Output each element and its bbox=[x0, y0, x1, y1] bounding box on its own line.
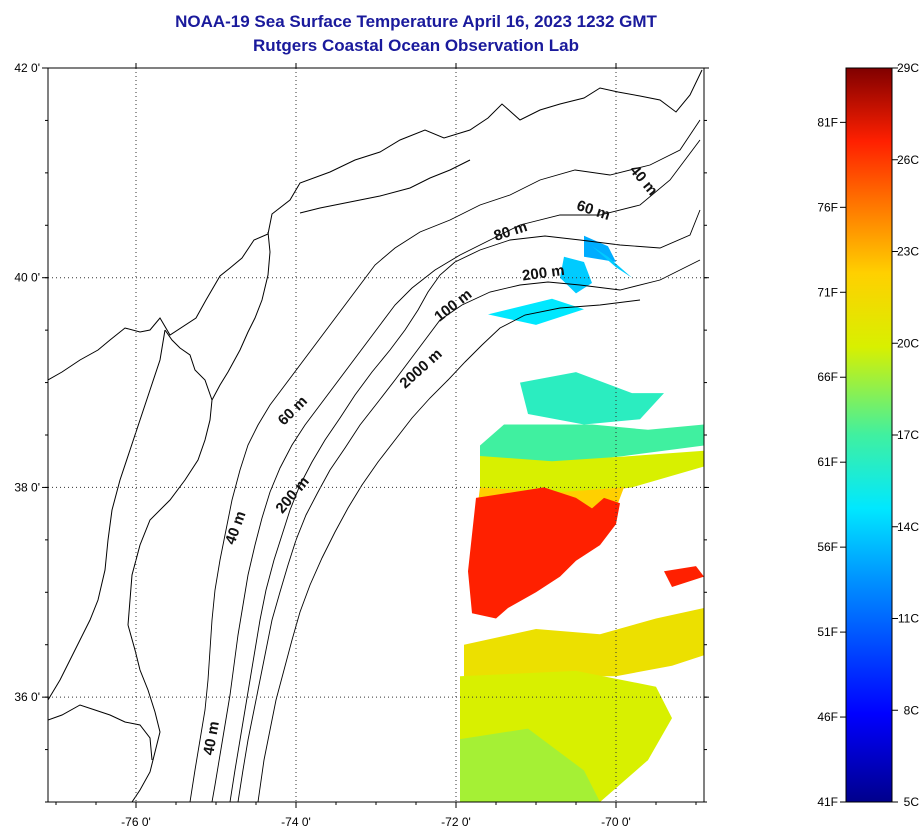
sst-patch bbox=[460, 728, 600, 802]
sst-patch bbox=[520, 372, 664, 425]
isobath-label: 40 m bbox=[200, 720, 223, 757]
sst-patch bbox=[480, 450, 704, 498]
isobath-200m bbox=[237, 259, 701, 802]
isobath-label: 200 m bbox=[521, 262, 565, 285]
axis-ticks: -76 0' -74 0' -72 0' -70 0' 42 0' 40 0' 38 0' 3… bbox=[14, 61, 709, 829]
chesapeake-west bbox=[48, 329, 166, 701]
isobath-2000m bbox=[257, 299, 641, 802]
sst-patch bbox=[664, 566, 704, 587]
outer-banks bbox=[127, 624, 161, 802]
lon-tick-label: -74 0' bbox=[281, 815, 311, 829]
sst-patch bbox=[584, 235, 616, 262]
lon-tick-label: -70 0' bbox=[601, 815, 631, 829]
map-subtitle: Rutgers Coastal Ocean Observation Lab bbox=[253, 36, 579, 55]
nc-sound bbox=[48, 704, 153, 761]
lon-tick-label: -72 0' bbox=[441, 815, 471, 829]
lat-tick-label: 36 0' bbox=[14, 690, 40, 704]
delaware-bay bbox=[164, 329, 213, 401]
sst-patch bbox=[592, 246, 632, 278]
isobath-100m bbox=[229, 261, 456, 802]
isobath-40m bbox=[189, 119, 701, 802]
sst-patch bbox=[464, 608, 704, 677]
long-island-coast bbox=[299, 159, 471, 214]
isobath-60m bbox=[211, 139, 701, 802]
coastline-north bbox=[48, 69, 703, 381]
sst-patch bbox=[468, 487, 620, 619]
isobath-layer bbox=[189, 119, 701, 802]
new-jersey-coast bbox=[211, 231, 271, 401]
lat-tick-label: 38 0' bbox=[14, 480, 40, 494]
lat-tick-label: 42 0' bbox=[14, 61, 40, 75]
sst-layer bbox=[460, 235, 704, 802]
sst-patch bbox=[488, 298, 584, 325]
lon-tick-label: -76 0' bbox=[121, 815, 151, 829]
delmarva-coast bbox=[127, 399, 213, 626]
coastline-layer bbox=[48, 69, 703, 802]
isobath-80m bbox=[454, 209, 701, 263]
map-title: NOAA-19 Sea Surface Temperature April 16… bbox=[175, 12, 657, 31]
lat-tick-label: 40 0' bbox=[14, 271, 40, 285]
